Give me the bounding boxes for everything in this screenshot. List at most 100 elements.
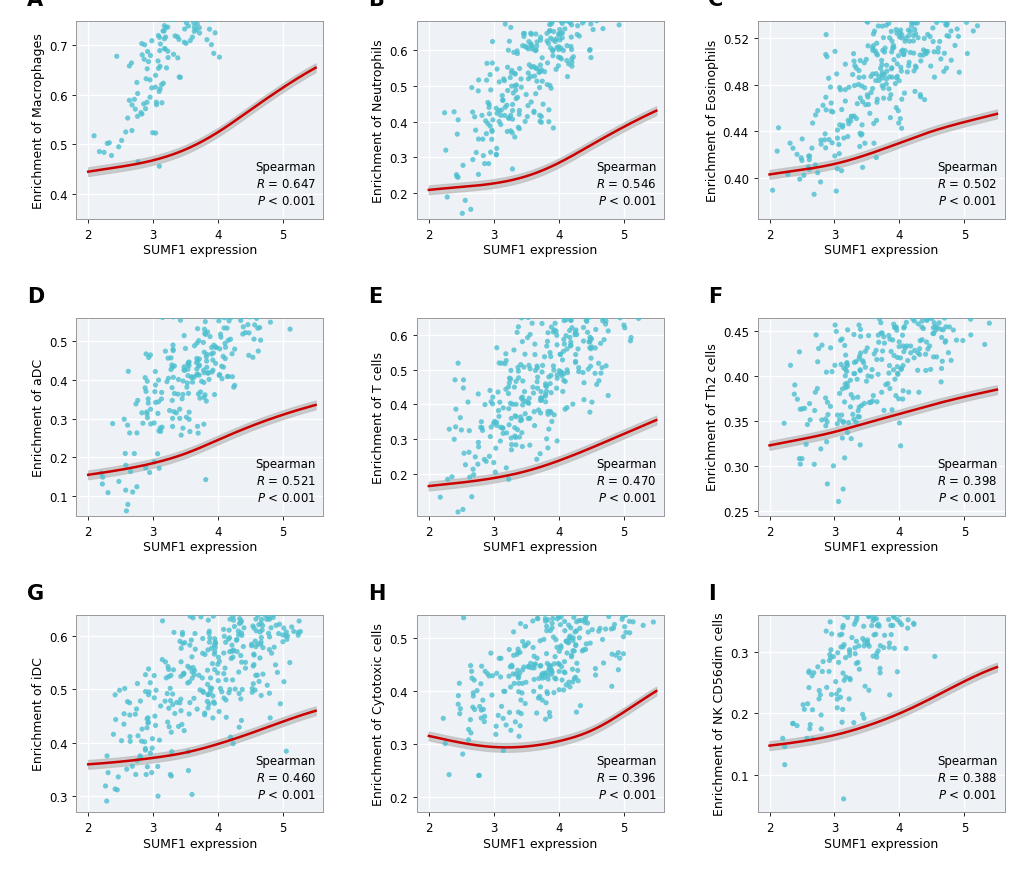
Point: [843, 110, 859, 124]
Point: [542, 387, 558, 401]
Point: [947, 258, 963, 272]
Point: [225, 606, 242, 620]
Point: [861, 107, 877, 121]
Point: [207, 635, 223, 649]
Point: [523, 661, 539, 675]
Point: [542, 624, 558, 638]
Point: [464, 106, 480, 120]
Point: [900, 5, 916, 19]
Point: [148, 683, 164, 697]
Point: [794, 698, 810, 712]
Point: [852, 323, 868, 337]
Point: [246, 658, 262, 672]
Point: [936, 9, 953, 23]
Point: [265, 289, 281, 303]
Point: [542, 0, 558, 1]
Point: [157, 43, 173, 56]
Point: [896, 44, 912, 58]
Point: [175, 361, 192, 375]
Point: [870, 579, 887, 593]
Point: [575, 335, 591, 348]
Point: [936, 335, 953, 349]
Point: [855, 640, 871, 653]
Point: [582, 51, 598, 65]
Point: [826, 45, 843, 59]
Point: [934, 307, 951, 321]
Point: [213, 592, 229, 606]
Point: [953, 519, 969, 533]
Point: [454, 374, 471, 388]
Point: [191, 368, 207, 382]
Point: [954, 335, 970, 348]
Point: [561, 17, 578, 30]
Point: [635, 248, 651, 262]
Point: [185, 25, 202, 39]
Point: [594, 315, 610, 328]
Point: [191, 668, 207, 682]
Point: [200, 366, 216, 380]
Point: [151, 160, 167, 174]
Point: [139, 721, 155, 735]
Point: [577, 613, 593, 627]
Point: [542, 660, 558, 673]
Point: [558, 647, 575, 660]
Point: [922, 293, 938, 307]
Text: Spearman
$R$ = 0.521
$P$ < 0.001: Spearman $R$ = 0.521 $P$ < 0.001: [256, 457, 316, 504]
Point: [893, 123, 909, 136]
Point: [906, 559, 922, 573]
Point: [511, 667, 527, 680]
Point: [150, 448, 166, 461]
Point: [918, 8, 934, 22]
Point: [202, 330, 218, 344]
Point: [926, 545, 943, 559]
Point: [151, 85, 167, 99]
Point: [542, 42, 558, 56]
Point: [156, 25, 172, 39]
Point: [259, 283, 275, 297]
Point: [439, 473, 455, 487]
Point: [932, 375, 949, 389]
Point: [594, 0, 610, 11]
Point: [899, 355, 915, 368]
Point: [585, 596, 601, 610]
Point: [944, 309, 960, 323]
Point: [168, 6, 184, 20]
Point: [915, 267, 931, 281]
Point: [920, 5, 936, 19]
Point: [132, 751, 149, 765]
Point: [539, 614, 555, 627]
Point: [930, 565, 947, 579]
Point: [836, 395, 852, 409]
Point: [968, 20, 984, 34]
Point: [516, 361, 532, 375]
Point: [144, 82, 160, 96]
Point: [945, 323, 961, 337]
Point: [922, 536, 938, 550]
Point: [905, 315, 921, 328]
Point: [111, 684, 127, 698]
Point: [449, 171, 466, 185]
Point: [915, 598, 931, 612]
Point: [977, 423, 994, 437]
Point: [933, 355, 950, 368]
Point: [530, 66, 546, 80]
Point: [263, 291, 279, 305]
Point: [234, 328, 251, 342]
Point: [880, 640, 897, 654]
Point: [588, 15, 604, 29]
Point: [928, 289, 945, 303]
Point: [871, 272, 888, 286]
Point: [517, 620, 533, 634]
Point: [582, 18, 598, 32]
Point: [535, 6, 551, 20]
Point: [866, 45, 882, 59]
Point: [451, 702, 468, 716]
Point: [192, 2, 208, 16]
Point: [541, 18, 557, 32]
Point: [534, 98, 550, 112]
Point: [536, 667, 552, 680]
Point: [817, 366, 834, 380]
Point: [255, 579, 271, 593]
Point: [500, 473, 517, 487]
Point: [926, 324, 943, 338]
